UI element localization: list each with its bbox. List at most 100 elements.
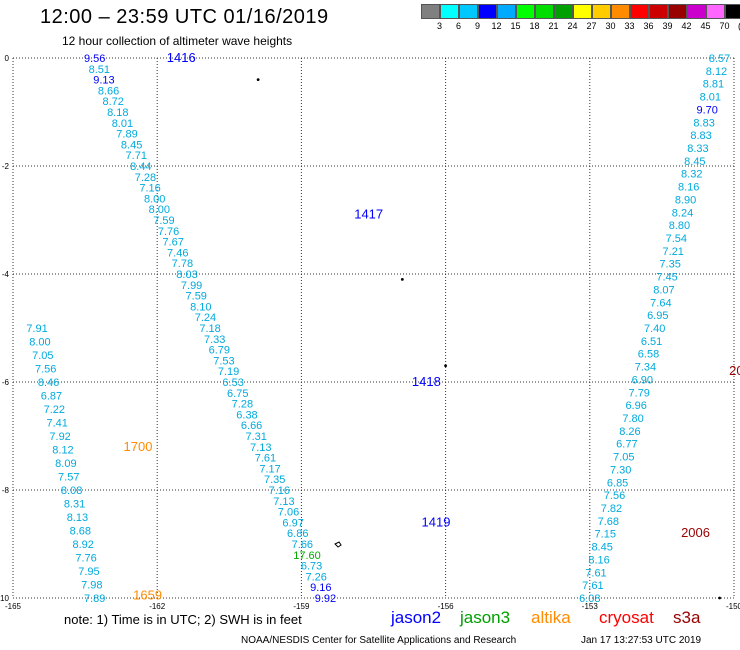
wave-height-label: 8.00 xyxy=(144,193,165,205)
wave-height-label: 8.44 xyxy=(130,161,151,173)
wave-height-label: 7.13 xyxy=(250,442,271,454)
legend-swatch xyxy=(725,4,740,19)
wave-height-label: 6.95 xyxy=(647,310,668,322)
wave-height-label: 7.17 xyxy=(259,463,280,475)
wave-height-label: 9.56 xyxy=(84,53,105,65)
wave-height-label: 7.59 xyxy=(186,291,207,303)
wave-height-label: 8.81 xyxy=(703,79,724,91)
wave-height-label: 7.76 xyxy=(158,226,179,238)
wave-height-label: 7.31 xyxy=(246,431,267,443)
legend-swatch xyxy=(535,4,554,19)
wave-height-label: 7.76 xyxy=(75,553,96,565)
wave-height-label: 7.41 xyxy=(47,418,68,430)
wave-height-label: 9.16 xyxy=(310,582,331,594)
wave-height-label: 7.54 xyxy=(666,233,687,245)
island-marker xyxy=(334,541,342,548)
track-time-label: 1418 xyxy=(412,374,441,389)
track-time-label: 1419 xyxy=(422,514,451,529)
wave-height-label: 8.45 xyxy=(121,139,142,151)
wave-height-label: 8.51 xyxy=(89,64,110,76)
legend-swatch xyxy=(554,4,573,19)
island-marker xyxy=(400,278,404,281)
wave-height-label: 7.24 xyxy=(195,312,216,324)
wave-height-label: 8.92 xyxy=(72,539,93,551)
track-time-label: 2005 xyxy=(729,363,740,378)
wave-height-label: 7.61 xyxy=(582,580,603,592)
wave-height-label: 9.13 xyxy=(93,75,114,87)
legend-swatch xyxy=(573,4,592,19)
wave-height-label: 7.40 xyxy=(644,323,665,335)
x-tick-label: -153 xyxy=(582,602,599,611)
wave-height-label: 7.95 xyxy=(78,566,99,578)
wave-height-label: 7.99 xyxy=(181,280,202,292)
wave-height-label: 17.60 xyxy=(293,550,321,562)
wave-height-label: 7.18 xyxy=(199,323,220,335)
footer-credit: NOAA/NESDIS Center for Satellite Applica… xyxy=(241,635,517,646)
wave-height-label: 6.79 xyxy=(209,345,230,357)
wave-height-label: 7.22 xyxy=(44,404,65,416)
track-time-label: 1659 xyxy=(133,587,162,602)
footer-timestamp: Jan 17 13:27:53 UTC 2019 xyxy=(581,635,702,646)
wave-height-label: 7.98 xyxy=(81,580,102,592)
x-tick-label: -150 xyxy=(726,602,740,611)
wave-height-label: 8.09 xyxy=(55,458,76,470)
wave-height-label: 8.45 xyxy=(684,156,705,168)
wave-height-label: 8.01 xyxy=(112,118,133,130)
wave-height-label: 6.96 xyxy=(625,400,646,412)
x-tick-label: -162 xyxy=(149,602,166,611)
wave-height-label: 7.89 xyxy=(116,129,137,141)
chart-subtitle: 12 hour collection of altimeter wave hei… xyxy=(62,34,293,48)
wave-height-label: 8.83 xyxy=(693,117,714,129)
wave-height-label: 6.90 xyxy=(632,374,653,386)
wave-height-label: 9.70 xyxy=(697,104,718,116)
satellite-legend-item: altika xyxy=(531,608,571,627)
legend-swatch xyxy=(516,4,535,19)
legend-label: 9 xyxy=(474,21,480,31)
chart-title: 12:00 – 23:59 UTC 01/16/2019 xyxy=(40,6,329,28)
wave-height-label: 7.91 xyxy=(26,323,47,335)
wave-height-label: 6.97 xyxy=(282,517,303,529)
track-time-label: 2006 xyxy=(681,525,710,540)
wave-height-label: 7.16 xyxy=(269,485,290,497)
wave-height-label: 8.45 xyxy=(591,542,612,554)
wave-height-label: 7.92 xyxy=(49,431,70,443)
legend-label: 39 xyxy=(662,21,673,31)
satellite-legend-item: s3a xyxy=(673,608,701,627)
wave-height-label: 7.30 xyxy=(610,464,631,476)
wave-height-label: 8.10 xyxy=(190,301,211,313)
legend-swatch xyxy=(440,4,459,19)
track-time-label: 1417 xyxy=(354,207,383,222)
legend-label: 18 xyxy=(529,21,540,31)
legend-label: 45 xyxy=(700,21,711,31)
wave-height-label: 7.57 xyxy=(58,472,79,484)
legend-label: (ft) xyxy=(734,21,740,31)
legend-label: 70 xyxy=(719,21,730,31)
wave-height-label: 8.07 xyxy=(653,284,674,296)
wave-height-label: 7.28 xyxy=(232,399,253,411)
wave-height-label: 6.77 xyxy=(616,439,637,451)
satellite-legend-item: jason2 xyxy=(391,608,442,627)
legend-label: 27 xyxy=(586,21,597,31)
x-tick-label: -159 xyxy=(293,602,310,611)
wave-height-label: 7.82 xyxy=(601,503,622,515)
wave-height-label: 7.16 xyxy=(139,183,160,195)
wave-height-label: 8.66 xyxy=(98,85,119,97)
y-tick-label: -10 xyxy=(0,594,10,603)
wave-height-label: 7.05 xyxy=(613,452,634,464)
y-tick-label: 0 xyxy=(5,54,10,63)
wave-height-label: 8.24 xyxy=(672,207,693,219)
legend-swatch xyxy=(497,4,516,19)
wave-height-label: 8.31 xyxy=(64,499,85,511)
wave-height-label: 8.46 xyxy=(38,377,59,389)
wave-height-label: 7.78 xyxy=(172,258,193,270)
wave-height-label: 7.61 xyxy=(255,453,276,465)
wave-height-label: 7.46 xyxy=(167,247,188,259)
wave-height-label: 8.12 xyxy=(52,445,73,457)
wave-height-label: 7.66 xyxy=(292,539,313,551)
legend-label: 6 xyxy=(455,21,461,31)
wave-height-label: 8.12 xyxy=(706,66,727,78)
wave-height-label: 7.80 xyxy=(622,413,643,425)
wave-height-label: 8.83 xyxy=(690,130,711,142)
wave-height-label: 7.64 xyxy=(650,297,671,309)
